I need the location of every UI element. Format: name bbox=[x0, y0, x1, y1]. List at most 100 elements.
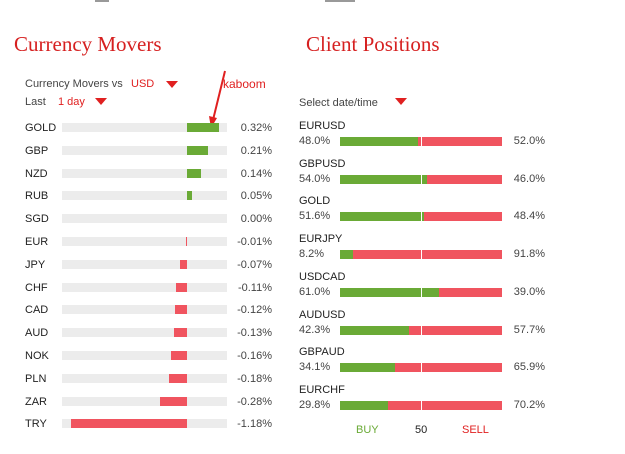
mover-change-value: 0.14% bbox=[240, 167, 272, 180]
mover-row: PLN -0.18% bbox=[0, 372, 290, 388]
mover-row: AUD -0.13% bbox=[0, 326, 290, 342]
position-buy-fill bbox=[340, 400, 389, 410]
mover-bar-track bbox=[62, 214, 227, 224]
mover-change-value: -0.18% bbox=[237, 372, 272, 385]
mover-change-value: -0.13% bbox=[237, 327, 272, 340]
position-buy-percent: 51.6% bbox=[299, 210, 331, 223]
position-row[interactable]: EURJPY 8.2% 91.8% bbox=[299, 233, 559, 271]
mover-change-bar bbox=[175, 305, 187, 315]
position-symbol: GOLD bbox=[299, 195, 331, 208]
position-symbol: EURJPY bbox=[299, 233, 343, 246]
position-row[interactable]: USDCAD 61.0% 39.0% bbox=[299, 271, 559, 309]
position-sell-percent: 70.2% bbox=[513, 398, 545, 411]
mover-row: TRY -1.18% bbox=[0, 417, 290, 433]
position-buy-fill bbox=[340, 250, 354, 260]
position-row[interactable]: EURCHF 29.8% 70.2% bbox=[299, 384, 559, 422]
mover-bar-track bbox=[62, 191, 227, 201]
position-sell-percent: 57.7% bbox=[513, 323, 545, 336]
mover-row: JPY -0.07% bbox=[0, 258, 290, 274]
position-buy-fill bbox=[340, 363, 396, 373]
mover-currency-label: RUB bbox=[25, 190, 49, 203]
mover-currency-label: CAD bbox=[25, 304, 49, 317]
mover-change-bar bbox=[169, 373, 187, 383]
mover-bar-track bbox=[62, 419, 227, 429]
period-label: Last bbox=[25, 96, 46, 108]
mover-bar-track bbox=[62, 328, 227, 338]
position-midpoint-marker bbox=[421, 136, 422, 147]
footer-midpoint-label: 50 bbox=[415, 424, 428, 436]
position-sentiment-bar bbox=[340, 136, 502, 147]
chevron-down-icon[interactable] bbox=[166, 81, 178, 88]
position-sentiment-bar bbox=[340, 399, 502, 411]
position-row[interactable]: GBPAUD 34.1% 65.9% bbox=[299, 346, 559, 384]
mover-currency-label: GBP bbox=[25, 144, 49, 157]
position-sentiment-bar bbox=[340, 211, 502, 223]
chevron-down-icon[interactable] bbox=[95, 98, 107, 105]
mover-change-value: 0.32% bbox=[240, 122, 272, 134]
position-sell-percent: 52.0% bbox=[513, 135, 545, 147]
position-sentiment-bar bbox=[340, 249, 502, 261]
footer-sell-label: SELL bbox=[462, 424, 489, 436]
mover-change-bar bbox=[71, 419, 187, 429]
mover-change-value: 0.05% bbox=[240, 190, 272, 203]
mover-bar-track bbox=[62, 351, 227, 360]
position-midpoint-marker bbox=[421, 399, 422, 411]
position-sell-percent: 65.9% bbox=[513, 361, 545, 374]
mover-change-bar bbox=[186, 237, 187, 246]
position-midpoint-marker bbox=[421, 324, 422, 336]
position-midpoint-marker bbox=[421, 362, 422, 374]
position-row[interactable]: EURUSD 48.0% 52.0% bbox=[299, 120, 559, 158]
date-select-label[interactable]: Select date/time bbox=[299, 97, 378, 109]
mover-change-value: -0.12% bbox=[237, 304, 272, 317]
footer-buy-label: BUY bbox=[356, 424, 379, 436]
mover-bar-track bbox=[62, 373, 227, 383]
position-symbol: USDCAD bbox=[299, 270, 346, 283]
position-row[interactable]: AUDUSD 42.3% 57.7% bbox=[299, 309, 559, 347]
mover-bar-track bbox=[62, 145, 227, 155]
base-currency-dropdown[interactable]: USD bbox=[131, 78, 155, 90]
mover-currency-label: JPY bbox=[25, 258, 46, 271]
mover-row: GOLD 0.32% bbox=[0, 121, 290, 137]
position-buy-fill bbox=[340, 325, 409, 335]
position-sell-percent: 39.0% bbox=[513, 285, 545, 298]
mover-change-value: -0.11% bbox=[237, 281, 272, 294]
client-positions-title: Client Positions bbox=[306, 32, 440, 56]
position-row[interactable]: GBPUSD 54.0% 46.0% bbox=[299, 158, 559, 196]
position-midpoint-marker bbox=[421, 211, 422, 223]
mover-row: SGD 0.00% bbox=[0, 212, 290, 228]
mover-currency-label: GOLD bbox=[25, 122, 57, 134]
position-sell-percent: 91.8% bbox=[513, 248, 545, 261]
mover-row: NZD 0.14% bbox=[0, 167, 290, 183]
mover-row: CAD -0.12% bbox=[0, 303, 290, 319]
position-symbol: GBPAUD bbox=[299, 346, 345, 359]
position-midpoint-marker bbox=[421, 249, 422, 261]
chevron-down-icon[interactable] bbox=[395, 98, 407, 105]
position-symbol: AUDUSD bbox=[299, 308, 346, 321]
mover-bar-track bbox=[62, 259, 227, 269]
mover-row: NOK -0.16% bbox=[0, 349, 290, 365]
mover-currency-label: PLN bbox=[25, 372, 47, 385]
position-buy-fill bbox=[340, 212, 424, 222]
mover-row: RUB 0.05% bbox=[0, 189, 290, 205]
mover-change-bar bbox=[174, 328, 187, 338]
position-buy-fill bbox=[340, 287, 439, 297]
position-buy-fill bbox=[340, 137, 418, 146]
position-buy-percent: 8.2% bbox=[299, 248, 325, 261]
mover-bar-track bbox=[62, 305, 227, 315]
period-dropdown[interactable]: 1 day bbox=[58, 96, 85, 108]
position-buy-percent: 29.8% bbox=[299, 398, 331, 411]
mover-currency-label: NZD bbox=[25, 167, 48, 180]
mover-row: CHF -0.11% bbox=[0, 281, 290, 297]
mover-change-bar bbox=[159, 396, 187, 406]
position-sell-percent: 48.4% bbox=[513, 210, 545, 223]
position-midpoint-marker bbox=[421, 173, 422, 185]
position-symbol: GBPUSD bbox=[299, 157, 346, 170]
mover-change-bar bbox=[187, 123, 219, 132]
position-sentiment-bar bbox=[340, 173, 502, 185]
position-row[interactable]: GOLD 51.6% 48.4% bbox=[299, 195, 559, 233]
position-buy-percent: 61.0% bbox=[299, 285, 331, 298]
position-buy-percent: 34.1% bbox=[299, 361, 331, 374]
mover-currency-label: EUR bbox=[25, 236, 49, 248]
position-buy-percent: 42.3% bbox=[299, 323, 331, 336]
mover-change-bar bbox=[176, 282, 187, 292]
